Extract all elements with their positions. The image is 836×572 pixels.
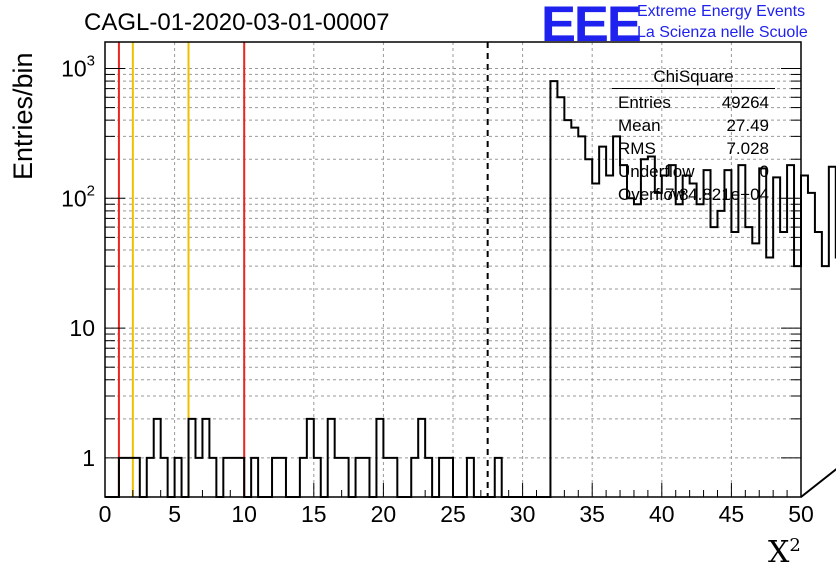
y-tick-label: 1	[82, 445, 95, 471]
chart-title: CAGL-01-2020-03-01-00007	[84, 9, 390, 36]
stats-label: Underflow	[618, 162, 695, 181]
y-tick-label: 102	[61, 182, 95, 211]
stats-box: ChiSquare Entries 49264 Mean 27.49 RMS 7…	[610, 67, 775, 206]
stats-row-rms: RMS 7.028	[610, 137, 775, 160]
stats-title: ChiSquare	[612, 67, 775, 89]
y-tick-label: 103	[61, 52, 95, 81]
x-tick-label: 35	[579, 501, 605, 527]
stats-value: 0	[759, 162, 769, 181]
stats-value: 4.821e+04	[688, 185, 769, 204]
axis-ticks	[104, 67, 802, 497]
stats-value: 27.49	[726, 116, 769, 135]
grid	[105, 42, 801, 497]
x-tick-label: 50	[788, 501, 814, 527]
stats-value: 49264	[721, 93, 769, 112]
stats-row-entries: Entries 49264	[610, 91, 775, 114]
stats-row-overflow: Overflow 7.8 4.821e+04	[610, 183, 775, 206]
stats-row-underflow: Underflow 0	[610, 160, 775, 183]
x-tick-label: 20	[371, 501, 397, 527]
x-tick-label: 30	[510, 501, 536, 527]
stats-value: 7.028	[726, 139, 769, 158]
logo-line-2: La Scienza nelle Scuole	[637, 24, 808, 41]
tick-labels: 0 5 10 15 20 25 30 35 40 45 50 1 10 102 103	[61, 52, 814, 527]
stats-label: RMS	[618, 139, 656, 158]
x-tick-label: 40	[649, 501, 675, 527]
eee-logo: EEE	[541, 0, 642, 52]
x-tick-label: 45	[719, 501, 745, 527]
x-tick-label: 25	[440, 501, 466, 527]
x-tick-label: 15	[301, 501, 327, 527]
x-tick-label: 10	[231, 501, 257, 527]
x-axis-label: X2	[768, 535, 801, 570]
x-tick-label: 0	[99, 501, 112, 527]
stats-label: Entries	[618, 93, 671, 112]
stats-row-mean: Mean 27.49	[610, 114, 775, 137]
x-tick-label: 5	[168, 501, 181, 527]
stats-overlap-text: 7.8	[665, 185, 689, 204]
y-axis-label: Entries/bin	[8, 52, 38, 180]
logo-line-1: Extreme Energy Events	[637, 3, 806, 20]
stats-label: Overflow	[618, 185, 686, 204]
stats-label: Mean	[618, 116, 661, 135]
y-tick-label: 10	[69, 315, 95, 341]
